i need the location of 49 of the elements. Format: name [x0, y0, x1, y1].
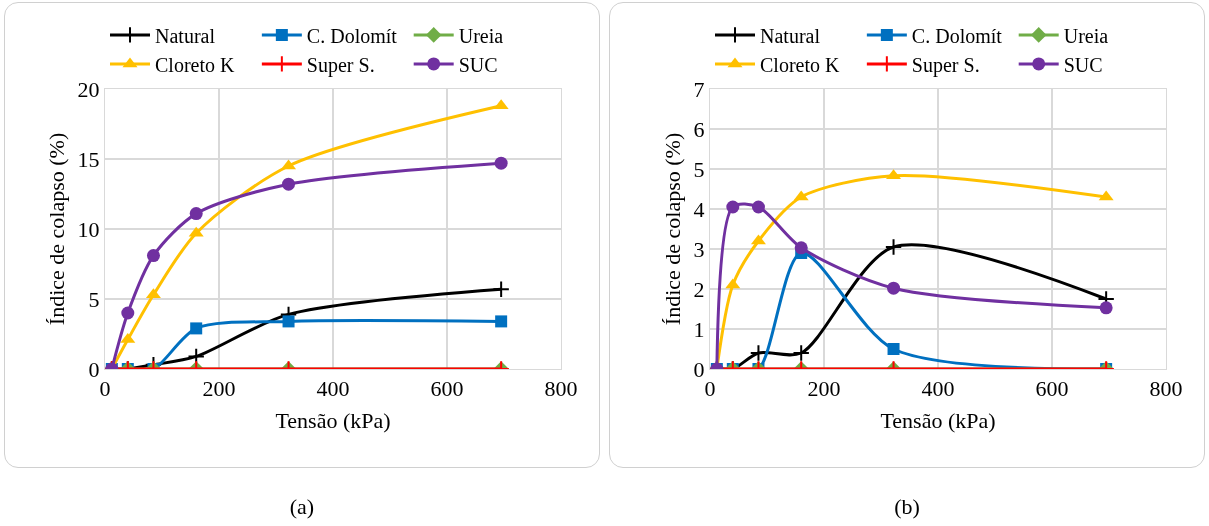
- x-tick-label: 600: [1035, 376, 1069, 402]
- point: [146, 249, 160, 263]
- y-tick-label: 6: [693, 116, 705, 142]
- y-axis-title: Índice de colapso (%): [660, 132, 686, 326]
- point: [726, 200, 740, 214]
- point: [887, 281, 901, 295]
- legend-label: Cloreto K: [760, 53, 840, 76]
- y-tick-label: 5: [693, 156, 705, 182]
- y-tick-label: 20: [77, 76, 100, 102]
- legend-label: SUC: [1063, 53, 1103, 76]
- point: [794, 241, 808, 255]
- text: (a): [288, 494, 316, 520]
- y-tick-label: 10: [77, 216, 100, 242]
- point: [189, 207, 203, 221]
- point: [282, 177, 296, 191]
- x-tick-label: 400: [316, 376, 350, 402]
- y-tick-label: 2: [693, 276, 705, 302]
- legend-label: Super S.: [911, 53, 980, 77]
- legend-label: Super S.: [306, 53, 375, 77]
- x-tick-label: 400: [921, 376, 955, 402]
- legend-label: Natural: [155, 24, 216, 47]
- x-axis-title: Tensão (kPa): [275, 408, 391, 434]
- y-tick-label: 15: [77, 146, 100, 172]
- y-tick-label: 7: [693, 76, 705, 102]
- legend-label: SUC: [458, 53, 498, 76]
- x-tick-label: 800: [1149, 376, 1183, 402]
- text: (b): [893, 494, 921, 520]
- legend-label: Ureia: [1063, 24, 1109, 47]
- x-tick-label: 600: [430, 376, 464, 402]
- x-tick-label: 200: [807, 376, 841, 402]
- y-tick-label: 3: [693, 236, 705, 262]
- point: [884, 238, 903, 256]
- y-tick-label: 0: [88, 356, 100, 382]
- x-tick-label: 200: [202, 376, 236, 402]
- point: [751, 200, 765, 214]
- y-tick-label: 1: [693, 316, 705, 342]
- y-axis-title: Índice de colapso (%): [44, 132, 70, 326]
- x-tick-label: 800: [544, 376, 578, 402]
- legend-label: Natural: [760, 24, 821, 47]
- legend-label: C. Dolomít: [911, 24, 1003, 47]
- y-tick-label: 4: [693, 196, 705, 222]
- point: [494, 156, 508, 170]
- y-tick-label: 5: [88, 286, 100, 312]
- y-tick-label: 0: [693, 356, 705, 382]
- legend-label: Cloreto K: [155, 53, 235, 76]
- legend-label: C. Dolomít: [306, 24, 398, 47]
- point: [492, 280, 510, 298]
- legend-label: Ureia: [458, 24, 504, 47]
- x-axis-title: Tensão (kPa): [880, 408, 996, 434]
